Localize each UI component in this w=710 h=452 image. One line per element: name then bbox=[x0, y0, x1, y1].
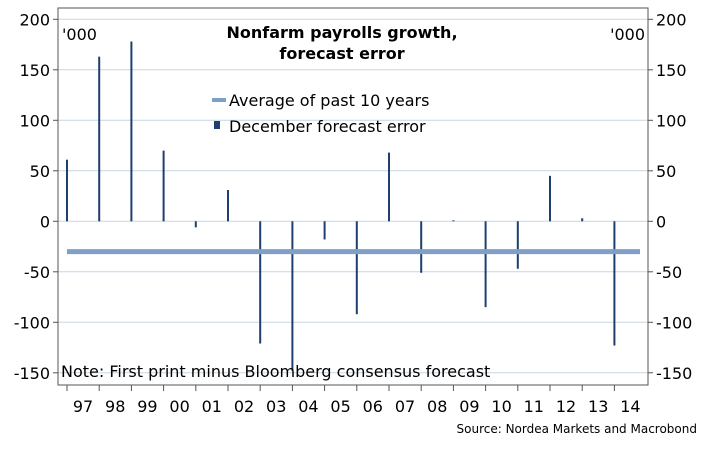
x-tick-label: 00 bbox=[169, 397, 189, 416]
bar-04 bbox=[291, 221, 294, 371]
x-tick-label: 14 bbox=[620, 397, 640, 416]
y-tick-label-left: -100 bbox=[14, 313, 50, 332]
bar-09 bbox=[452, 220, 455, 222]
x-tick-label: 08 bbox=[427, 397, 447, 416]
chart-note: Note: First print minus Bloomberg consen… bbox=[61, 362, 490, 381]
bar-02 bbox=[227, 189, 229, 222]
bar-06 bbox=[355, 221, 358, 315]
x-tick-label: 98 bbox=[105, 397, 125, 416]
bar-10 bbox=[484, 221, 487, 308]
y-tick-label-right: -100 bbox=[656, 313, 692, 332]
x-tick-label: 13 bbox=[588, 397, 608, 416]
y-tick-label-left: -150 bbox=[14, 364, 50, 383]
x-tick-label: 12 bbox=[556, 397, 576, 416]
legend-label-error: December forecast error bbox=[229, 117, 426, 136]
y-tick-label-right: -150 bbox=[656, 364, 692, 383]
chart-title-line1: Nonfarm payrolls growth, bbox=[226, 23, 457, 42]
y-axis-right: -150 -100 -50 0 50 100 150 200 bbox=[648, 10, 692, 383]
x-tick-label: 04 bbox=[298, 397, 318, 416]
plot-frame bbox=[57, 7, 649, 386]
chart-title-line2: forecast error bbox=[279, 44, 404, 63]
y-tick-label-right: 0 bbox=[656, 212, 666, 231]
unit-right: '000 bbox=[610, 25, 645, 44]
bar-97 bbox=[66, 159, 68, 222]
x-tick-label: 97 bbox=[73, 397, 93, 416]
bar-13 bbox=[581, 218, 584, 222]
x-tick-label: 07 bbox=[395, 397, 415, 416]
y-tick-label-left: 50 bbox=[30, 162, 50, 181]
bars bbox=[66, 41, 616, 371]
x-tick-label: 09 bbox=[459, 397, 479, 416]
bar-11 bbox=[516, 221, 519, 269]
bar-08 bbox=[420, 221, 423, 273]
bar-07 bbox=[388, 152, 390, 222]
y-tick-label-left: -50 bbox=[24, 263, 50, 282]
x-tick-label: 02 bbox=[234, 397, 254, 416]
legend-label-average: Average of past 10 years bbox=[229, 91, 429, 110]
y-axis-left: -150 -100 -50 0 50 100 150 200 bbox=[14, 10, 58, 383]
y-tick-label-right: 150 bbox=[656, 61, 687, 80]
x-tick-label: 99 bbox=[137, 397, 157, 416]
bar-05 bbox=[323, 221, 326, 240]
y-tick-label-right: 50 bbox=[656, 162, 676, 181]
bar-12 bbox=[549, 175, 551, 222]
x-tick-label: 11 bbox=[524, 397, 544, 416]
x-tick-label: 03 bbox=[266, 397, 286, 416]
legend-swatch-error bbox=[214, 121, 220, 129]
bar-00 bbox=[162, 150, 165, 222]
x-tick-label: 10 bbox=[491, 397, 511, 416]
y-tick-label-right: 100 bbox=[656, 111, 687, 130]
y-tick-label-left: 100 bbox=[19, 111, 50, 130]
source-text: Source: Nordea Markets and Macrobond bbox=[457, 422, 698, 436]
legend: Average of past 10 years December foreca… bbox=[212, 91, 429, 136]
bar-01 bbox=[194, 221, 197, 228]
bar-03 bbox=[259, 221, 262, 344]
y-tick-label-left: 200 bbox=[19, 10, 50, 29]
gridlines bbox=[58, 18, 648, 374]
unit-left: '000 bbox=[62, 25, 97, 44]
y-tick-label-left: 0 bbox=[40, 212, 50, 231]
x-tick-label: 06 bbox=[363, 397, 383, 416]
x-axis: 97 98 99 00 01 02 03 04 05 06 07 08 09 10 11 12 13 14 bbox=[66, 385, 641, 416]
bar-99 bbox=[130, 41, 133, 222]
y-tick-label-right: 200 bbox=[656, 10, 687, 29]
bar-14 bbox=[613, 221, 616, 346]
x-tick-label: 01 bbox=[202, 397, 222, 416]
bar-98 bbox=[98, 56, 101, 222]
y-tick-label-right: -50 bbox=[656, 263, 682, 282]
x-tick-label: 05 bbox=[330, 397, 350, 416]
y-tick-label-left: 150 bbox=[19, 61, 50, 80]
